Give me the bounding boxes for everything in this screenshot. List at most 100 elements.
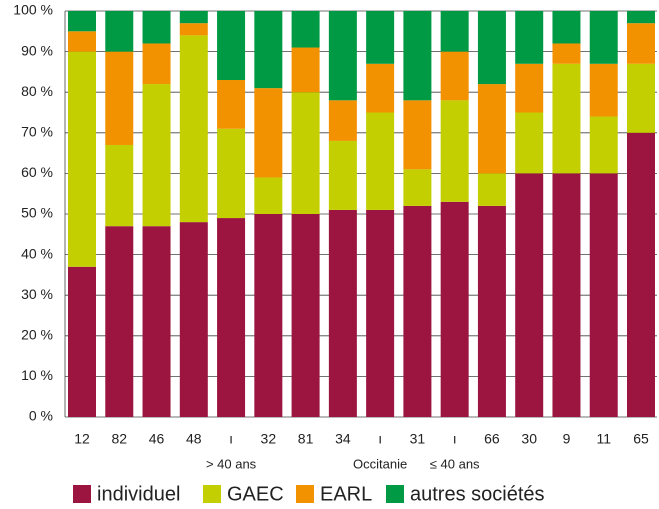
bar-segment (291, 47, 320, 93)
bar-segment (217, 11, 246, 81)
bar-segment (328, 11, 357, 101)
bar-segment (440, 201, 469, 417)
bar-segment (328, 140, 357, 210)
bar-segment (477, 173, 506, 206)
x-tick-label: 11 (596, 431, 611, 447)
group-label: Occitanie (353, 456, 407, 471)
x-tick-label: 82 (111, 431, 127, 447)
bar-segment (328, 209, 357, 417)
bar-segment (366, 11, 395, 64)
bar-segment (627, 132, 655, 418)
legend-label: individuel (97, 483, 180, 505)
y-tick-label: 80 % (21, 83, 53, 99)
y-tick-label: 10 % (21, 367, 53, 383)
bar-segment (254, 177, 283, 214)
x-tick-label: ı (453, 431, 457, 447)
bar-segment (366, 63, 395, 113)
y-tick-label: 70 % (21, 124, 53, 140)
bar-segment (552, 63, 581, 174)
bar-segment (179, 23, 208, 36)
bar-segment (403, 169, 432, 206)
legend-swatch (73, 485, 91, 503)
legend-swatch (386, 485, 404, 503)
bar-segment (68, 51, 96, 267)
group-label: > 40 ans (206, 456, 257, 471)
bar-segment (403, 11, 432, 101)
bar-segment (477, 84, 506, 174)
x-tick-label: 66 (484, 431, 500, 447)
bar-segment (440, 51, 469, 101)
bar-segment (440, 100, 469, 202)
bar-segment (105, 226, 134, 417)
bar-segment (254, 11, 283, 89)
bar-segment (589, 63, 618, 117)
bar-segment (105, 51, 134, 145)
bar-segment (627, 11, 655, 24)
bar-segment (366, 209, 395, 417)
bar-segment (552, 173, 581, 417)
bar-segment (440, 11, 469, 52)
bar-segment (291, 11, 320, 48)
bar-segment (142, 11, 171, 44)
bar-segment (328, 100, 357, 141)
bar-segment (179, 11, 208, 24)
bar-segment (515, 63, 544, 113)
bar-segment (552, 43, 581, 64)
x-tick-label: 46 (149, 431, 165, 447)
x-tick-label: ı (229, 431, 233, 447)
bar-segment (291, 214, 320, 417)
bar-segment (589, 11, 618, 64)
x-tick-label: 81 (298, 431, 314, 447)
y-tick-label: 60 % (21, 164, 53, 180)
legend-swatch (296, 485, 314, 503)
bar-segment (515, 11, 544, 64)
bar-segment (515, 112, 544, 174)
x-tick-label: 31 (410, 431, 426, 447)
bar-segment (68, 31, 96, 52)
x-tick-label: ı (378, 431, 382, 447)
bar-segment (515, 173, 544, 417)
x-tick-label: 48 (186, 431, 202, 447)
y-tick-label: 30 % (21, 286, 53, 302)
bar-segment (142, 43, 171, 85)
legend-swatch (203, 485, 221, 503)
bar-segment (403, 205, 432, 417)
bar-segment (477, 11, 506, 85)
bar-segment (552, 11, 581, 44)
x-tick-label: 30 (521, 431, 537, 447)
bar-segment (68, 11, 96, 32)
bar-segment (217, 128, 246, 219)
bar-segment (105, 144, 134, 227)
bar-segment (366, 112, 395, 210)
y-tick-label: 100 % (13, 2, 53, 18)
bar-segment (142, 226, 171, 417)
bar-segment (142, 84, 171, 227)
legend-label: GAEC (227, 483, 284, 505)
bar-segment (589, 116, 618, 174)
bar-segment (179, 35, 208, 223)
bar-segment (477, 205, 506, 417)
x-tick-label: 9 (563, 431, 571, 447)
bar-segment (179, 222, 208, 417)
x-tick-label: 65 (633, 431, 649, 447)
y-tick-label: 20 % (21, 327, 53, 343)
x-tick-label: 34 (335, 431, 351, 447)
legend-label: autres sociétés (410, 483, 545, 505)
bar-segment (217, 218, 246, 417)
group-label: ≤ 40 ans (430, 456, 480, 471)
bar-segment (291, 92, 320, 214)
bar-segment (217, 80, 246, 129)
legend-label: EARL (320, 483, 372, 505)
y-tick-label: 0 % (29, 408, 53, 424)
y-tick-label: 40 % (21, 245, 53, 261)
x-tick-label: 12 (74, 431, 90, 447)
bar-segment (254, 214, 283, 417)
x-tick-label: 32 (261, 431, 277, 447)
y-tick-label: 50 % (21, 205, 53, 221)
bar-segment (105, 11, 134, 52)
bar-segment (627, 23, 655, 64)
bar-segment (254, 88, 283, 178)
bar-segment (589, 173, 618, 417)
bar-segment (68, 266, 96, 417)
